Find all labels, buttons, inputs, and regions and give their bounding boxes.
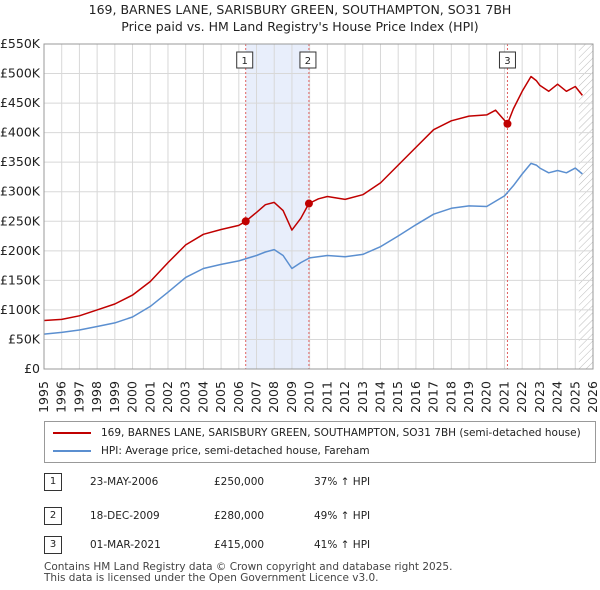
transaction-date: 01-MAR-2021	[90, 539, 161, 551]
y-tick-label: £500K	[0, 66, 41, 81]
x-tick-label: 2011	[319, 381, 334, 413]
footer-licence: This data is licensed under the Open Gov…	[44, 572, 379, 584]
x-tick-label: 1996	[54, 381, 69, 413]
sale-badge	[498, 51, 516, 69]
x-tick-label: 2005	[213, 381, 228, 413]
chart-title: 169, BARNES LANE, SARISBURY GREEN, SOUTH…	[88, 2, 512, 17]
x-tick-label: 1995	[36, 381, 51, 413]
legend-swatch-hpi	[53, 450, 91, 452]
price-chart: 1 2 3 £0 £50K £100K £150K £200K £250K £300K £350K…	[0, 36, 600, 413]
x-tick-label: 2010	[302, 381, 317, 413]
y-tick-label: £100K	[0, 302, 41, 317]
x-tick-label: 2008	[266, 381, 281, 413]
x-tick-label: 2002	[160, 381, 175, 413]
x-tick-label: 2000	[125, 381, 140, 413]
y-tick-label: £450K	[0, 95, 41, 110]
transaction-marker: 3	[44, 536, 62, 554]
x-tick-label: 2020	[479, 381, 494, 413]
x-tick-label: 2021	[496, 381, 511, 413]
sale-badge-label: 1	[242, 56, 248, 67]
transaction-date: 18-DEC-2009	[90, 510, 160, 522]
shaded-ownership-period	[245, 44, 309, 369]
x-tick-label: 2024	[550, 381, 565, 413]
footer: Contains HM Land Registry data © Crown c…	[44, 562, 452, 584]
transaction-marker: 2	[44, 507, 62, 525]
y-tick-label: £200K	[0, 243, 41, 258]
y-tick-label: £350K	[0, 154, 41, 169]
plot-background	[44, 44, 593, 369]
x-tick-label: 2026	[585, 381, 600, 413]
sale-badge-label: 2	[305, 56, 311, 67]
chart-subtitle: Price paid vs. HM Land Registry's House …	[121, 19, 479, 34]
x-tick-label: 1998	[89, 381, 104, 413]
sale-badge	[299, 51, 317, 69]
y-tick-label: £300K	[0, 184, 41, 199]
transaction-date: 23-MAY-2006	[90, 476, 159, 488]
sale-point	[503, 119, 512, 128]
legend-label-price: 169, BARNES LANE, SARISBURY GREEN, SOUTH…	[101, 427, 581, 439]
price-paid-line	[43, 75, 583, 322]
x-tick-label: 1999	[107, 381, 122, 413]
transaction-price: £250,000	[214, 476, 265, 488]
transaction-price: £415,000	[214, 539, 265, 551]
transaction-marker: 1	[44, 473, 62, 491]
legend: 169, BARNES LANE, SARISBURY GREEN, SOUTH…	[44, 421, 596, 463]
footer-copyright: Contains HM Land Registry data © Crown c…	[44, 561, 453, 573]
x-tick-label: 2012	[337, 381, 352, 413]
x-tick-label: 2018	[443, 381, 458, 413]
x-tick-label: 2006	[231, 381, 246, 413]
transaction-price: £280,000	[214, 510, 265, 522]
x-tick-label: 2015	[390, 381, 405, 413]
legend-swatch-price	[53, 432, 91, 434]
sale-badge-label: 3	[504, 56, 510, 67]
x-tick-label: 2017	[426, 381, 441, 413]
plot-frame	[43, 43, 594, 370]
y-tick-label: £0	[24, 361, 40, 376]
x-tick-label: 2003	[178, 381, 193, 413]
hpi-line	[43, 162, 583, 335]
x-tick-label: 2004	[195, 381, 210, 413]
transaction-hpi-change: 37% ↑ HPI	[314, 476, 371, 488]
y-tick-label: £50K	[8, 331, 41, 346]
transaction-hpi-change: 49% ↑ HPI	[314, 510, 371, 522]
x-tick-label: 2019	[461, 381, 476, 413]
legend-item-hpi: HPI: Average price, semi-detached house,…	[53, 443, 370, 459]
forecast-hatch-area	[578, 44, 593, 369]
y-tick-label: £250K	[0, 213, 41, 228]
sale-badge	[236, 51, 254, 69]
y-tick-label: £400K	[0, 125, 41, 140]
x-tick-label: 2007	[249, 381, 264, 413]
legend-label-hpi: HPI: Average price, semi-detached house,…	[101, 445, 370, 457]
x-tick-label: 2022	[514, 381, 529, 413]
y-tick-label: £150K	[0, 272, 41, 287]
x-tick-label: 2013	[355, 381, 370, 413]
x-tick-label: 2014	[372, 381, 387, 413]
sale-point	[241, 217, 250, 226]
legend-item-price: 169, BARNES LANE, SARISBURY GREEN, SOUTH…	[53, 425, 581, 441]
x-tick-label: 2001	[142, 381, 157, 413]
x-tick-label: 1997	[71, 381, 86, 413]
x-tick-label: 2016	[408, 381, 423, 413]
sale-point	[304, 199, 313, 208]
x-tick-label: 2025	[567, 381, 582, 413]
x-tick-label: 2009	[284, 381, 299, 413]
transaction-hpi-change: 41% ↑ HPI	[314, 539, 371, 551]
x-tick-label: 2023	[532, 381, 547, 413]
y-tick-label: £550K	[0, 36, 41, 51]
